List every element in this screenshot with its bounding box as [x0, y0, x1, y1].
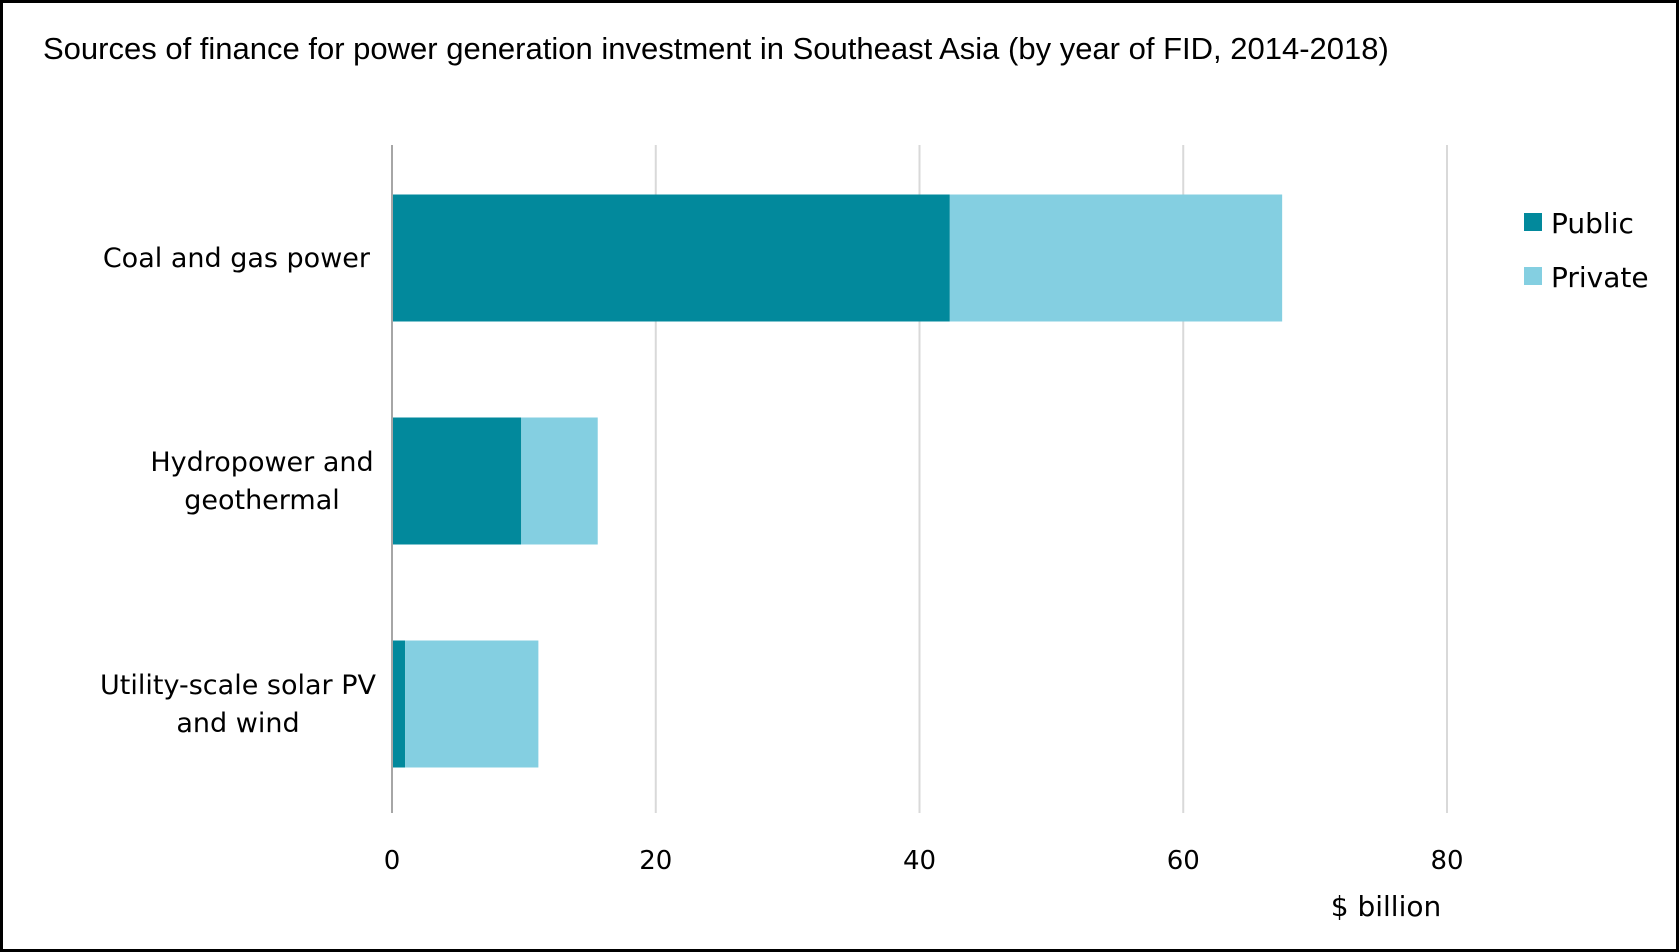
- bar-public-1: [392, 417, 522, 545]
- x-tick-label-20: 20: [639, 846, 672, 876]
- legend-swatch-private: [1524, 267, 1542, 285]
- bar-private-1: [521, 417, 598, 545]
- chart-title: Sources of finance for power generation …: [43, 31, 1389, 66]
- category-label-line: geothermal: [184, 485, 340, 516]
- bar-private-0: [949, 194, 1283, 322]
- bar-public-2: [392, 640, 406, 768]
- category-label-line: Utility-scale solar PV: [100, 670, 376, 701]
- x-tick-label-60: 60: [1167, 846, 1200, 876]
- legend-label-private: Private: [1551, 261, 1649, 294]
- x-tick-label-0: 0: [384, 846, 401, 876]
- category-label-0: Coal and gas power: [103, 243, 371, 274]
- category-label-line: Hydropower and: [150, 447, 373, 478]
- x-tick-label-80: 80: [1430, 846, 1463, 876]
- category-label-line: and wind: [176, 708, 299, 739]
- legend-label-public: Public: [1551, 207, 1634, 240]
- bar-public-0: [392, 194, 950, 322]
- legend-swatch-public: [1524, 213, 1542, 231]
- x-tick-label-40: 40: [903, 846, 936, 876]
- category-label-line: Coal and gas power: [103, 243, 371, 274]
- bar-private-2: [405, 640, 539, 768]
- category-label-2: Utility-scale solar PV and wind: [100, 670, 376, 739]
- category-label-1: Hydropower and geothermal: [150, 447, 373, 516]
- x-axis-label: $ billion: [1331, 890, 1441, 923]
